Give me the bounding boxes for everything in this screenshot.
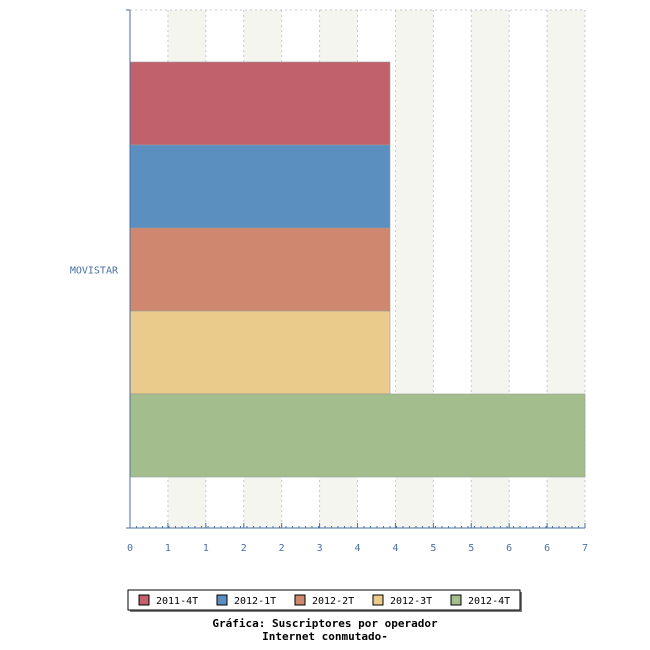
x-tick-label: 6 bbox=[544, 543, 550, 554]
x-tick-label: 4 bbox=[392, 543, 398, 554]
legend-label-2012-2T: 2012-2T bbox=[312, 596, 354, 607]
axes: 0 1 1 2 2 3 4 4 5 5 6 6 7 MOVISTAR bbox=[70, 9, 588, 554]
legend-label-2011-4T: 2011-4T bbox=[156, 596, 198, 607]
x-tick-label: 1 bbox=[165, 543, 171, 554]
bar-2012-2T bbox=[129, 227, 391, 312]
x-tick-label: 0 bbox=[127, 543, 133, 554]
legend-label-2012-4T: 2012-4T bbox=[468, 596, 510, 607]
x-tick-label: 2 bbox=[241, 543, 247, 554]
legend: 2011-4T 2012-1T 2012-2T 2012-3T 2012-4T bbox=[127, 589, 522, 612]
x-tick-label: 5 bbox=[468, 543, 474, 554]
legend-swatch-2011-4T bbox=[138, 594, 150, 606]
bar-2011-4T bbox=[129, 61, 391, 146]
x-tick-label: 1 bbox=[203, 543, 209, 554]
legend-swatch-2012-3T bbox=[372, 594, 384, 606]
y-category-label: MOVISTAR bbox=[70, 266, 119, 277]
x-tick-label: 6 bbox=[506, 543, 512, 554]
x-tick-label: 2 bbox=[279, 543, 285, 554]
legend-label-2012-1T: 2012-1T bbox=[234, 596, 276, 607]
chart-title-line-1: Gráfica: Suscriptores por operador bbox=[212, 617, 438, 630]
legend-swatch-2012-1T bbox=[216, 594, 228, 606]
bars bbox=[129, 61, 586, 478]
legend-label-2012-3T: 2012-3T bbox=[390, 596, 432, 607]
bar-2012-1T bbox=[129, 144, 391, 229]
chart-title-line-2: Internet conmutado- bbox=[262, 630, 388, 643]
bar-2012-3T bbox=[129, 310, 391, 395]
x-tick-label: 4 bbox=[354, 543, 360, 554]
legend-swatch-2012-2T bbox=[294, 594, 306, 606]
x-tick-label: 5 bbox=[430, 543, 436, 554]
x-tick-label: 3 bbox=[317, 543, 323, 554]
x-tick-label: 7 bbox=[582, 543, 588, 554]
bar-2012-4T bbox=[129, 393, 586, 478]
legend-swatch-2012-4T bbox=[450, 594, 462, 606]
